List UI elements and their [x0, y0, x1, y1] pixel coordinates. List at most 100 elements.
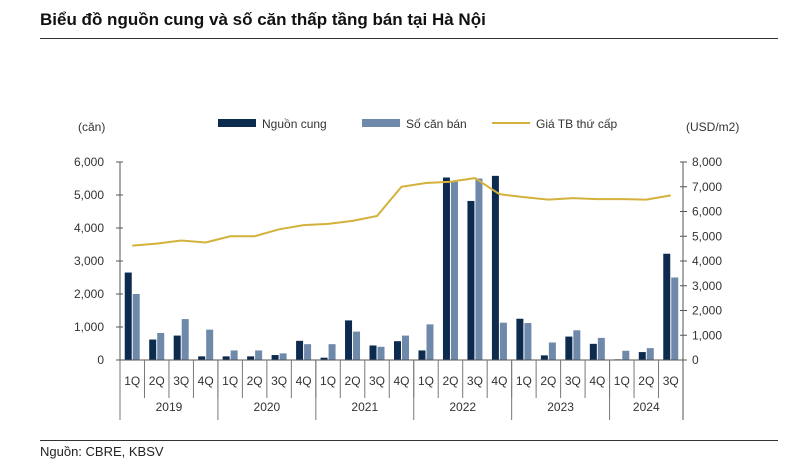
year-label: 2023	[547, 400, 574, 414]
quarter-label: 2Q	[540, 374, 556, 388]
quarter-label: 2Q	[442, 374, 458, 388]
bar-sold	[132, 294, 140, 360]
right-tick-label: 8,000	[692, 155, 722, 169]
quarter-label: 3Q	[663, 374, 679, 388]
quarter-label: 3Q	[271, 374, 287, 388]
bar-supply	[124, 272, 132, 360]
right-tick-label: 5,000	[692, 229, 722, 243]
left-tick-label: 1,000	[74, 320, 104, 334]
right-tick-label: 3,000	[692, 279, 722, 293]
bar-sold	[353, 331, 361, 360]
quarter-label: 2Q	[345, 374, 361, 388]
bar-sold	[206, 329, 214, 360]
right-tick-label: 1,000	[692, 328, 722, 342]
bar-supply	[565, 336, 573, 360]
left-tick-label: 0	[97, 353, 104, 367]
right-tick-label: 7,000	[692, 180, 722, 194]
bar-sold	[573, 330, 581, 360]
bar-supply	[173, 335, 181, 360]
bar-supply	[271, 355, 279, 360]
legend-swatch	[362, 119, 400, 127]
bar-supply	[198, 356, 206, 360]
bar-sold	[450, 181, 458, 360]
bar-sold	[524, 323, 532, 360]
quarter-label: 1Q	[614, 374, 630, 388]
quarter-label: 2Q	[247, 374, 263, 388]
quarter-label: 1Q	[320, 374, 336, 388]
bar-sold	[597, 337, 605, 360]
bar-supply	[442, 177, 450, 360]
chart-title: Biểu đồ nguồn cung và số căn thấp tầng b…	[40, 10, 486, 29]
right-tick-label: 4,000	[692, 254, 722, 268]
bar-supply	[516, 318, 524, 360]
bar-sold	[279, 353, 287, 360]
quarter-label: 4Q	[198, 374, 214, 388]
bar-supply	[320, 357, 328, 360]
bar-sold	[548, 342, 556, 360]
right-tick-label: 6,000	[692, 205, 722, 219]
quarter-label: 4Q	[589, 374, 605, 388]
bar-supply	[589, 343, 597, 360]
quarter-label: 2Q	[149, 374, 165, 388]
bar-sold	[255, 350, 263, 360]
bar-supply	[394, 341, 401, 360]
quarter-label: 4Q	[296, 374, 312, 388]
legend-label: Giá TB thứ cấp	[536, 117, 618, 131]
left-tick-label: 3,000	[74, 254, 104, 268]
bar-sold	[328, 344, 336, 360]
bar-supply	[369, 345, 377, 360]
price-line	[132, 177, 671, 247]
quarter-label: 3Q	[173, 374, 189, 388]
legend-label: Nguồn cung	[262, 117, 327, 131]
quarter-label: 3Q	[369, 374, 385, 388]
year-label: 2019	[156, 400, 183, 414]
bar-sold	[646, 348, 654, 360]
right-tick-label: 0	[692, 353, 699, 367]
bar-supply	[149, 339, 157, 360]
year-label: 2021	[351, 400, 378, 414]
title-divider	[40, 38, 778, 39]
bar-supply	[247, 356, 255, 360]
left-tick-label: 4,000	[74, 221, 104, 235]
bar-supply	[345, 320, 353, 360]
bar-supply	[638, 352, 646, 360]
quarter-label: 1Q	[418, 374, 434, 388]
bar-supply	[663, 253, 671, 360]
bar-sold	[230, 350, 238, 360]
bar-sold	[377, 346, 385, 360]
left-tick-label: 6,000	[74, 155, 104, 169]
bar-sold	[402, 335, 409, 360]
quarter-label: 2Q	[638, 374, 654, 388]
bar-sold	[304, 344, 312, 360]
bar-supply	[418, 350, 426, 360]
quarter-label: 4Q	[393, 374, 409, 388]
right-tick-label: 2,000	[692, 304, 722, 318]
quarter-label: 3Q	[565, 374, 581, 388]
bar-sold	[475, 178, 483, 360]
bar-sold	[426, 324, 434, 360]
quarter-label: 4Q	[491, 374, 507, 388]
quarter-label: 3Q	[467, 374, 483, 388]
source-divider	[40, 440, 778, 441]
bar-sold	[499, 322, 507, 360]
bar-supply	[222, 356, 230, 360]
quarter-label: 1Q	[222, 374, 238, 388]
bar-supply	[540, 355, 548, 360]
bar-supply	[491, 175, 499, 360]
left-tick-label: 2,000	[74, 287, 104, 301]
bar-sold	[157, 332, 165, 360]
year-label: 2024	[633, 400, 660, 414]
legend-swatch	[218, 119, 256, 127]
bar-supply	[296, 340, 304, 360]
bar-sold	[181, 319, 189, 360]
year-label: 2022	[449, 400, 476, 414]
quarter-label: 1Q	[124, 374, 140, 388]
left-tick-label: 5,000	[74, 188, 104, 202]
right-axis-unit: (USD/m2)	[686, 120, 739, 134]
source-note: Nguồn: CBRE, KBSV	[40, 444, 164, 459]
legend-label: Số căn bán	[406, 117, 467, 131]
left-axis-unit: (căn)	[78, 120, 105, 134]
year-label: 2020	[254, 400, 281, 414]
